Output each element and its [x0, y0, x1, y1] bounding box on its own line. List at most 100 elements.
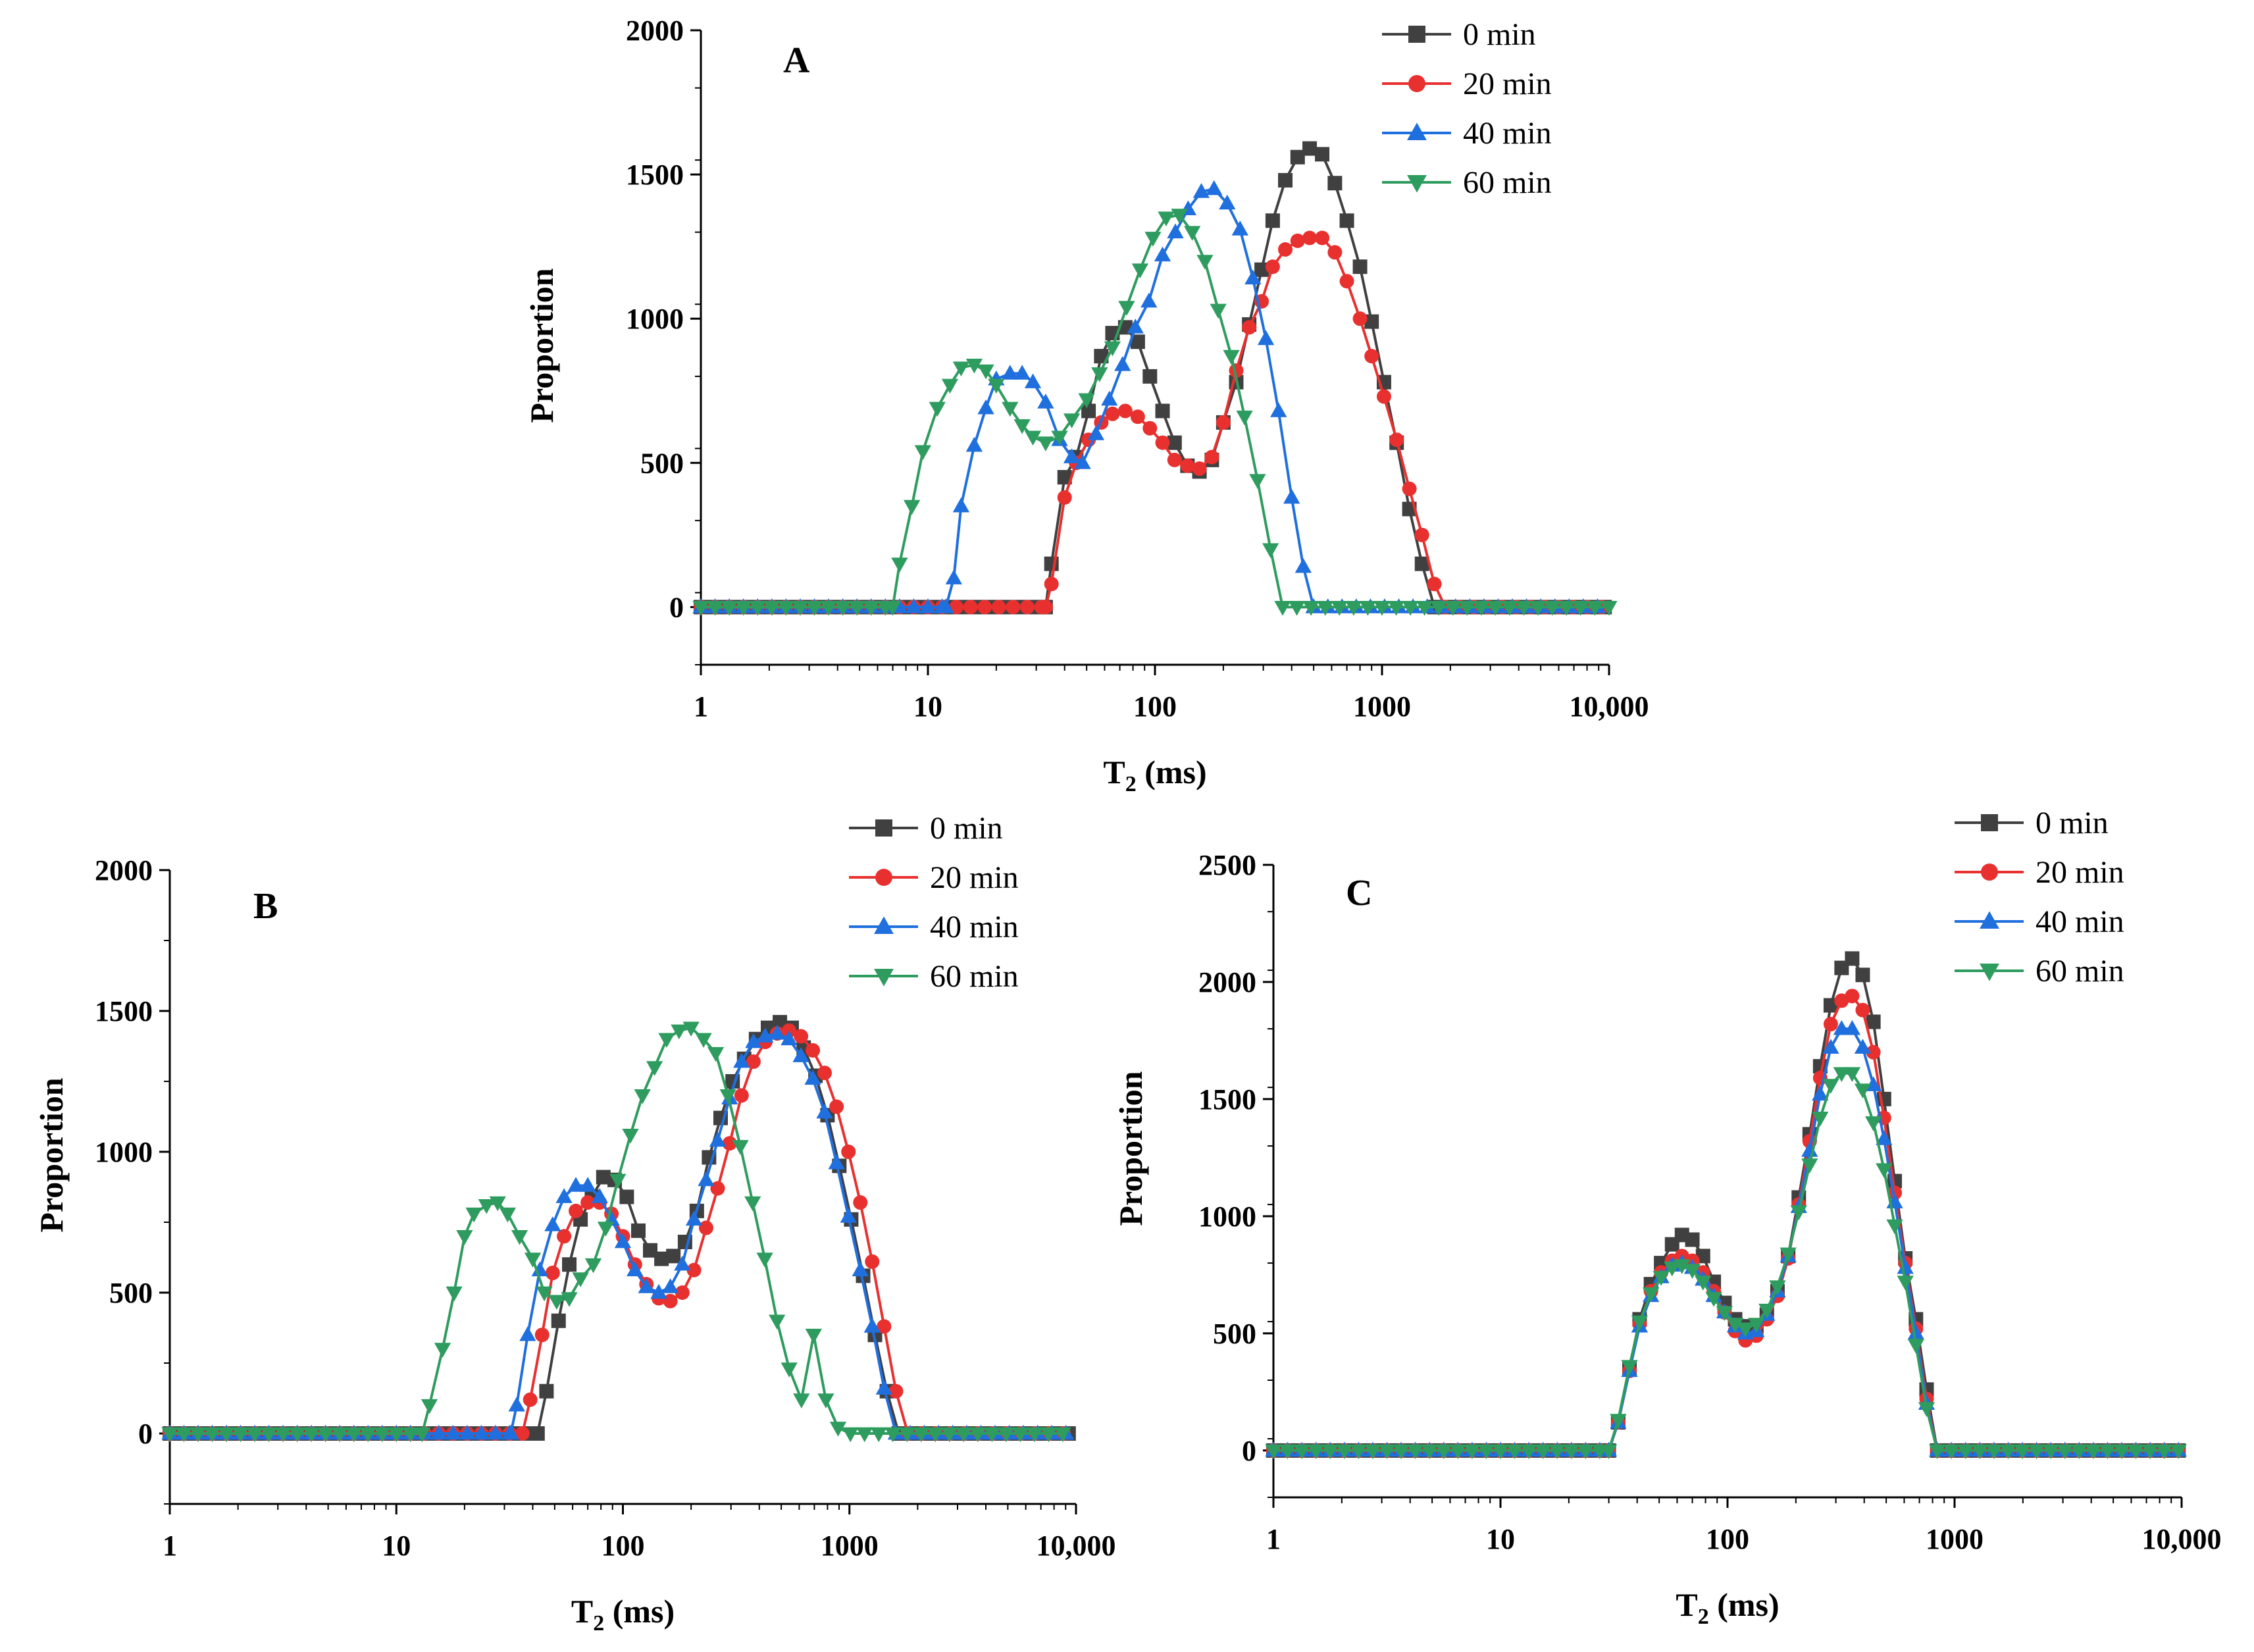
data-point: [1231, 220, 1248, 236]
data-point: [998, 1427, 1015, 1443]
data-point: [710, 1181, 725, 1196]
data-point: [551, 1313, 566, 1328]
data-point: [734, 1088, 749, 1103]
data-point: [1364, 349, 1379, 364]
data-point: [1364, 314, 1379, 329]
data-point: [1621, 1360, 1638, 1375]
data-point: [2156, 1444, 2173, 1460]
x-tick-label: 1: [163, 1530, 177, 1562]
series-20-min: [1266, 989, 2186, 1458]
data-point: [567, 1177, 584, 1192]
data-point: [1833, 1067, 1850, 1082]
data-point: [1378, 1444, 1396, 1460]
data-point: [456, 1230, 473, 1245]
data-point: [806, 601, 823, 616]
data-point: [1501, 601, 1518, 616]
data-point: [870, 1427, 887, 1443]
data-point: [1549, 1444, 1566, 1460]
data-point: [246, 1427, 263, 1443]
data-point: [203, 1427, 221, 1443]
data-point: [1167, 435, 1182, 450]
data-point: [2057, 1444, 2074, 1460]
data-point: [1758, 1303, 1776, 1319]
series-60-min: [692, 209, 1618, 616]
data-point: [1130, 334, 1145, 349]
data-point: [685, 1210, 703, 1226]
data-point: [806, 1043, 821, 1058]
x-tick-label: 100: [602, 1530, 645, 1562]
data-point: [1078, 393, 1095, 409]
x-axis-title: T2 (ms): [1676, 1586, 1779, 1629]
data-point: [511, 1230, 528, 1245]
y-axis-title: Proportion: [1112, 1071, 1149, 1226]
data-point: [1006, 600, 1021, 615]
x-tick-label: 100: [1706, 1523, 1749, 1555]
legend-item: 20 min: [1382, 66, 1552, 101]
data-point: [1812, 1085, 1829, 1101]
data-point: [1130, 409, 1145, 425]
data-point: [1024, 373, 1042, 388]
data-point: [591, 1188, 608, 1203]
series-line: [170, 1032, 1066, 1435]
data-point: [863, 601, 880, 616]
data-point: [1204, 450, 1219, 465]
data-point: [707, 1046, 725, 1062]
data-point: [840, 1208, 857, 1223]
legend-marker: [1981, 814, 1998, 831]
data-point: [1907, 1339, 1924, 1354]
data-point: [1674, 1259, 1691, 1274]
data-point: [1918, 1402, 1935, 1417]
data-point: [1127, 319, 1144, 334]
data-point: [1487, 601, 1504, 616]
y-tick-label: 1000: [95, 1136, 153, 1168]
legend-label: 0 min: [930, 811, 1003, 846]
legend-item: 60 min: [1382, 165, 1552, 200]
data-point: [539, 1383, 554, 1399]
data-point: [2127, 1444, 2145, 1460]
series-40-min: [161, 1025, 1075, 1440]
legend-item: 0 min: [1955, 806, 2109, 840]
data-point: [303, 1427, 320, 1443]
data-point: [745, 1033, 762, 1048]
x-axis-title: T2 (ms): [571, 1593, 675, 1636]
data-point: [1167, 452, 1182, 467]
data-point: [1855, 968, 1870, 983]
panel-label: B: [253, 886, 278, 927]
data-point: [1219, 194, 1236, 210]
data-point: [288, 1427, 306, 1443]
data-point: [817, 1066, 832, 1081]
data-point: [1558, 601, 1575, 616]
data-point: [1801, 1142, 1818, 1157]
data-point: [1520, 1444, 1537, 1460]
data-point: [952, 361, 970, 376]
data-point: [891, 557, 908, 573]
legend-marker: [1980, 911, 1999, 929]
legend-marker: [874, 968, 894, 987]
data-point: [671, 1024, 688, 1040]
data-point: [1886, 1219, 1903, 1235]
data-point: [1283, 488, 1300, 504]
data-point: [557, 1229, 572, 1244]
data-point: [1664, 1261, 1681, 1277]
data-point: [793, 1393, 810, 1408]
data-point: [2085, 1444, 2102, 1460]
data-point: [499, 1207, 517, 1223]
data-point: [1823, 1017, 1838, 1032]
legend-item: 60 min: [1955, 954, 2124, 989]
data-point: [1601, 601, 1618, 616]
y-tick-label: 1000: [1198, 1200, 1256, 1233]
data-point: [1685, 1232, 1700, 1247]
data-point: [952, 497, 970, 513]
data-point: [1971, 1444, 1989, 1460]
data-point: [638, 1278, 655, 1293]
data-point: [969, 1427, 986, 1443]
data-point: [781, 1030, 798, 1046]
data-point: [1506, 1444, 1524, 1460]
data-point: [1535, 1444, 1552, 1460]
series-line: [170, 1026, 1063, 1435]
data-point: [1158, 211, 1175, 227]
data-point: [1044, 577, 1059, 592]
data-point: [1737, 1322, 1754, 1337]
data-point: [1101, 390, 1118, 406]
data-point: [1421, 1444, 1438, 1460]
